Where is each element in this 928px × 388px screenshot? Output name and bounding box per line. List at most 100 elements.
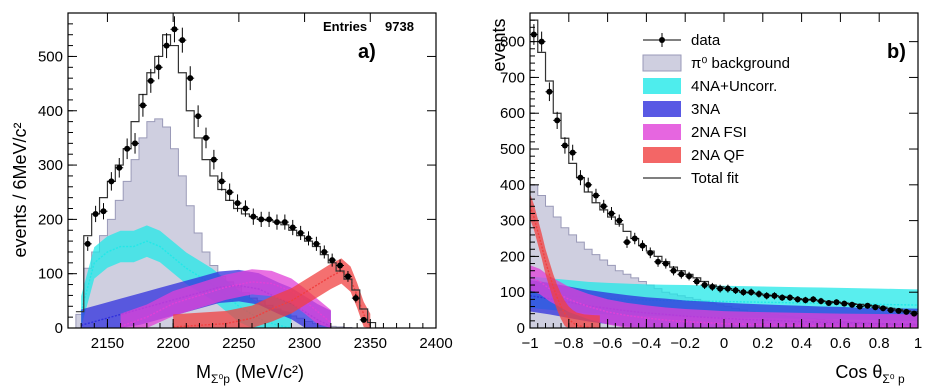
panel-b-data-point	[692, 277, 701, 286]
panel-a-data-point	[146, 68, 155, 93]
panel-b-data-point	[778, 294, 787, 301]
panel-a-data-point	[273, 214, 281, 230]
panel-a-y-tick-label: 400	[38, 103, 63, 120]
panel-a-data-point	[107, 172, 116, 191]
panel-b-y-tick-label: 400	[500, 177, 525, 194]
panel-b-data-point	[817, 297, 825, 305]
legend-entry: 2NA FSI	[643, 124, 747, 141]
panel-b-axes: −1 −0.8 −0.6 −0.4 −0.2 0 0.2 0.4 0.6 0.8 1 0 100 200 3…	[500, 12, 922, 352]
panel-a-data-point	[344, 270, 352, 282]
panel-b-data-point	[599, 199, 608, 213]
panel-b-2na-qf-band	[530, 193, 600, 328]
panel-b-x-axis-label-sub: Σ⁰ p	[882, 372, 905, 386]
panel-b-data-point	[654, 256, 662, 267]
panel-b-data-point	[584, 177, 593, 192]
legend-label: π⁰ background	[691, 55, 790, 72]
legend-swatch-icon	[643, 78, 681, 94]
panel-a-data-point	[257, 211, 266, 227]
panel-a-data-point	[91, 205, 100, 223]
panel-b-data-point	[793, 296, 802, 303]
panel-b-data-point	[894, 307, 903, 314]
panel-b-x-tick-label: 0.2	[752, 335, 773, 352]
panel-a-data-point	[320, 245, 329, 259]
panel-a-y-tick-label: 0	[55, 320, 63, 337]
panel-a-data-point	[265, 211, 274, 227]
panel-b-y-tick-label: 800	[500, 34, 525, 51]
legend-label: 3NA	[691, 101, 720, 118]
panel-b-data-point	[592, 188, 600, 203]
legend-label: 2NA QF	[691, 147, 744, 164]
panel-b-data-point	[731, 286, 740, 294]
panel-a-x-axis-label-main: M	[196, 362, 211, 382]
panel-b: −1 −0.8 −0.6 −0.4 −0.2 0 0.2 0.4 0.6 0.8 1 0 100 200 3…	[489, 12, 922, 386]
legend-entry: 4NA+Uncorr.	[643, 78, 777, 95]
panel-a-data-point	[99, 203, 108, 220]
panel-b-data-point	[700, 281, 709, 289]
panel-a-data-point	[186, 66, 195, 91]
panel-a-x-tick-label: 2200	[156, 335, 189, 352]
legend-entry: π⁰ background	[642, 54, 790, 72]
legend-marker-icon	[659, 37, 665, 43]
panel-a-x-tick-label: 2300	[288, 335, 321, 352]
panel-a-y-axis-label: events / 6MeV/c²	[10, 122, 30, 257]
panel-a-x-tick-label: 2400	[419, 335, 452, 352]
panel-b-data-point	[623, 236, 631, 248]
panel-a-x-tick-label: 2250	[222, 335, 255, 352]
panel-b-data-point	[537, 31, 546, 52]
legend-entry: Total fit	[643, 170, 739, 187]
panel-a-2na-fsi-band	[120, 269, 331, 328]
panel-b-data-point	[855, 303, 864, 310]
panel-b-y-tick-label: 700	[500, 69, 525, 86]
panel-b-data-point	[879, 305, 887, 312]
panel-a-data-point	[296, 225, 305, 241]
panel-a-plot-area	[75, 16, 384, 328]
panel-b-y-axis-label: events	[489, 18, 509, 71]
panel-a-data-point	[336, 259, 344, 272]
panel-b-data-point	[786, 294, 794, 301]
panel-a-2na-qf-curve	[173, 270, 371, 328]
panel-b-y-tick-label: 600	[500, 105, 525, 122]
panel-b-data-point	[685, 271, 693, 281]
legend-entry: 2NA QF	[643, 147, 744, 164]
panel-a-x-tick-label: 2150	[91, 335, 124, 352]
panel-a-data-point	[304, 231, 313, 246]
panel-a-data-point	[115, 158, 124, 178]
panel-b-data-point	[902, 308, 911, 315]
legend-swatch-icon	[643, 147, 681, 163]
panel-b-data-point	[801, 296, 810, 304]
panel-a-x-axis-label-sub: Σ⁰p	[211, 372, 230, 386]
panel-a-data-point	[202, 127, 210, 149]
panel-a-y-tick-label: 100	[38, 266, 63, 283]
legend-swatch-icon	[643, 124, 681, 140]
legend-entry: 3NA	[643, 101, 720, 118]
panel-b-data-point	[708, 282, 717, 291]
panel-a-4na-uncorr-band	[81, 225, 292, 328]
panel-b-data-point	[840, 300, 849, 307]
panel-b-y-tick-label: 100	[500, 284, 525, 301]
panel-b-data-point	[824, 299, 833, 306]
panel-a-x-axis-label: MΣ⁰p (MeV/c²)	[196, 362, 304, 386]
panel-b-y-tick-label: 200	[500, 248, 525, 265]
panel-a-data-point	[280, 214, 289, 230]
panel-a-data-point	[154, 55, 163, 80]
panel-b-data-point	[747, 288, 756, 296]
panel-b-label: b)	[887, 41, 906, 63]
panel-b-data-point	[848, 301, 856, 308]
entries-value: 9738	[385, 19, 414, 34]
panel-a-data-point	[312, 236, 321, 251]
panel-b-data-point	[863, 302, 872, 309]
panel-b-x-tick-label: −0.2	[670, 335, 700, 352]
panel-a-data-point	[209, 149, 218, 170]
panel-a-data-point	[359, 316, 368, 323]
panel-a-data-point	[233, 194, 242, 212]
panel-b-data-point	[724, 284, 732, 293]
panel-b-data-point	[832, 299, 841, 306]
panel-a-data-point	[225, 183, 234, 201]
panel-a-data-point	[162, 33, 171, 59]
panel-b-data-point	[661, 258, 670, 269]
panel-b-x-tick-label: 0.8	[869, 335, 890, 352]
panel-b-data-point	[646, 247, 655, 259]
panel-b-x-tick-label: −1	[521, 335, 538, 352]
panel-a-data-point	[328, 253, 337, 267]
panel-b-data-point	[755, 290, 763, 298]
